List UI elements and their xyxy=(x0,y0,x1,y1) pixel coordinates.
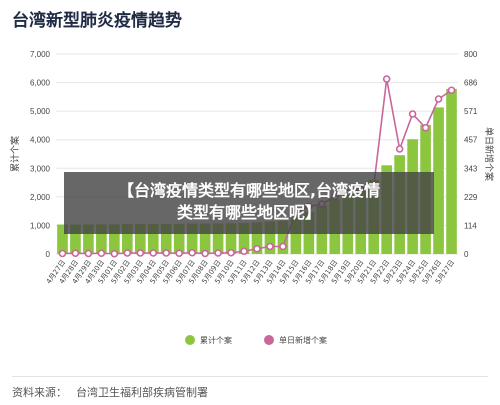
line-point xyxy=(175,249,183,258)
y-left-tick-label: 5,000 xyxy=(30,107,51,116)
y-right-axis-label: 单日新增个案 xyxy=(483,127,495,181)
line-point xyxy=(395,145,404,153)
bar xyxy=(109,224,120,254)
bar xyxy=(173,223,185,254)
line-point xyxy=(214,249,222,257)
bar xyxy=(433,107,444,254)
line-point xyxy=(110,249,119,258)
line-point xyxy=(97,249,106,258)
line-point xyxy=(149,249,158,257)
y-left-tick-label: 1,000 xyxy=(30,221,51,230)
source-label: 资料来源： xyxy=(12,387,67,399)
bar xyxy=(147,223,159,254)
line-point xyxy=(421,123,430,132)
legend-label-cumulative: 累计个案 xyxy=(200,335,232,345)
y-right-tick-label: 229 xyxy=(464,193,478,202)
y-left-tick-label: 0 xyxy=(46,250,51,259)
y-right-tick-label: 114 xyxy=(464,221,477,230)
bar xyxy=(212,223,224,254)
line-point xyxy=(227,248,235,257)
y-left-axis-label: 累计个案 xyxy=(9,136,21,172)
bar xyxy=(122,224,133,254)
bar xyxy=(225,223,237,254)
line-point xyxy=(266,242,274,251)
bar xyxy=(160,223,172,254)
bar xyxy=(251,222,263,254)
line-point xyxy=(201,249,209,258)
bar xyxy=(446,88,457,255)
bar xyxy=(277,220,289,254)
line-point xyxy=(58,249,67,258)
y-right-tick-label: 343 xyxy=(464,164,478,173)
bar xyxy=(290,217,302,254)
y-right-tick-label: 0 xyxy=(464,250,469,259)
bar xyxy=(57,224,68,254)
bar xyxy=(70,224,81,254)
line-point xyxy=(434,95,443,103)
y-left-tick-label: 2,000 xyxy=(30,193,51,202)
y-left-tick-label: 7,000 xyxy=(30,50,51,59)
line-point xyxy=(123,249,132,257)
y-right-tick-label: 571 xyxy=(464,107,478,116)
line-point xyxy=(447,86,456,95)
y-right-tick-label: 800 xyxy=(464,50,478,59)
legend-label-daily: 单日新增个案 xyxy=(279,335,327,345)
legend-marker-daily xyxy=(264,335,274,345)
bar xyxy=(264,221,276,254)
line-point xyxy=(382,75,391,83)
y-right-tick-label: 457 xyxy=(464,136,478,145)
bar xyxy=(96,224,107,254)
line-point xyxy=(253,244,261,253)
line-point xyxy=(240,247,248,256)
bar xyxy=(238,222,250,254)
overlay-line-1: 【台湾疫情类型有哪些地区,台湾疫情 xyxy=(117,181,381,200)
source-value: 台湾卫生福利部疾病管制署 xyxy=(76,387,209,399)
y-left-tick-label: 6,000 xyxy=(30,79,51,88)
bar xyxy=(83,224,94,254)
source-note: 资料来源： 台湾卫生福利部疾病管制署 xyxy=(12,384,214,400)
line-point xyxy=(279,242,287,251)
line-point xyxy=(408,110,417,118)
bar xyxy=(186,223,198,254)
page-title: 台湾新型肺炎疫情趋势 xyxy=(12,11,182,31)
line-point xyxy=(84,249,93,258)
y-left-tick-label: 3,000 xyxy=(30,164,51,173)
headline-overlay: 【台湾疫情类型有哪些地区,台湾疫情 类型有哪些地区呢】 xyxy=(64,172,434,234)
overlay-line-2: 类型有哪些地区呢】 xyxy=(176,203,321,222)
footer-divider xyxy=(12,376,488,377)
line-point xyxy=(136,249,145,257)
y-right-tick-label: 686 xyxy=(464,79,478,88)
y-left-tick-label: 4,000 xyxy=(30,136,51,145)
line-point xyxy=(71,249,80,258)
bar xyxy=(199,223,211,254)
legend-marker-cumulative xyxy=(185,335,195,345)
line-point xyxy=(188,248,196,257)
bar xyxy=(134,224,146,254)
line-point xyxy=(162,249,171,257)
trend-chart: 0 0 1,000 114 2,000 229 3,000 343 4,000 457 5,000 5… xyxy=(9,50,495,345)
